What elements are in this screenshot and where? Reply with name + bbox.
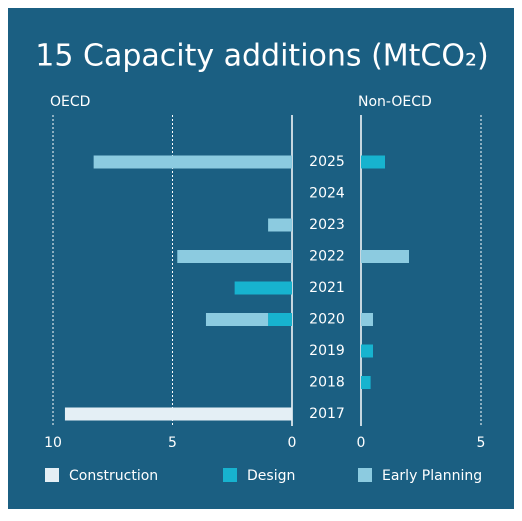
x-tick-label: 0 [288,435,297,451]
bar [361,313,373,326]
category-label: 2024 [309,186,345,202]
category-label: 2025 [309,154,345,170]
legend-label: Construction [69,468,158,484]
panel-title: OECD [50,94,90,110]
bar [177,250,292,263]
x-tick-label: 5 [477,435,486,451]
category-label: 2023 [309,217,345,233]
panel-title: Non-OECD [358,94,432,110]
x-tick-label: 0 [357,435,366,451]
legend-swatch [358,468,372,482]
category-label: 2019 [309,343,345,359]
bar [205,313,269,326]
legend-label: Early Planning [382,468,482,484]
bar [361,155,385,169]
bar [268,313,292,326]
bar [93,155,292,169]
bar [234,281,292,295]
bar [268,218,292,232]
legend-swatch [45,468,59,482]
category-label: 2022 [309,249,345,265]
category-label: 2021 [309,280,345,296]
category-label: 2018 [309,375,345,391]
chart-title: 15 Capacity additions (MtCO₂) [35,39,488,74]
bar [64,407,292,421]
category-label: 2020 [309,312,345,328]
legend-swatch [223,468,237,482]
category-label: 2017 [309,406,345,422]
legend-label: Design [247,468,295,484]
bar [361,344,373,358]
bar [361,376,371,389]
x-tick-label: 5 [168,435,177,451]
x-tick-label: 10 [44,435,62,451]
bar [361,250,409,263]
